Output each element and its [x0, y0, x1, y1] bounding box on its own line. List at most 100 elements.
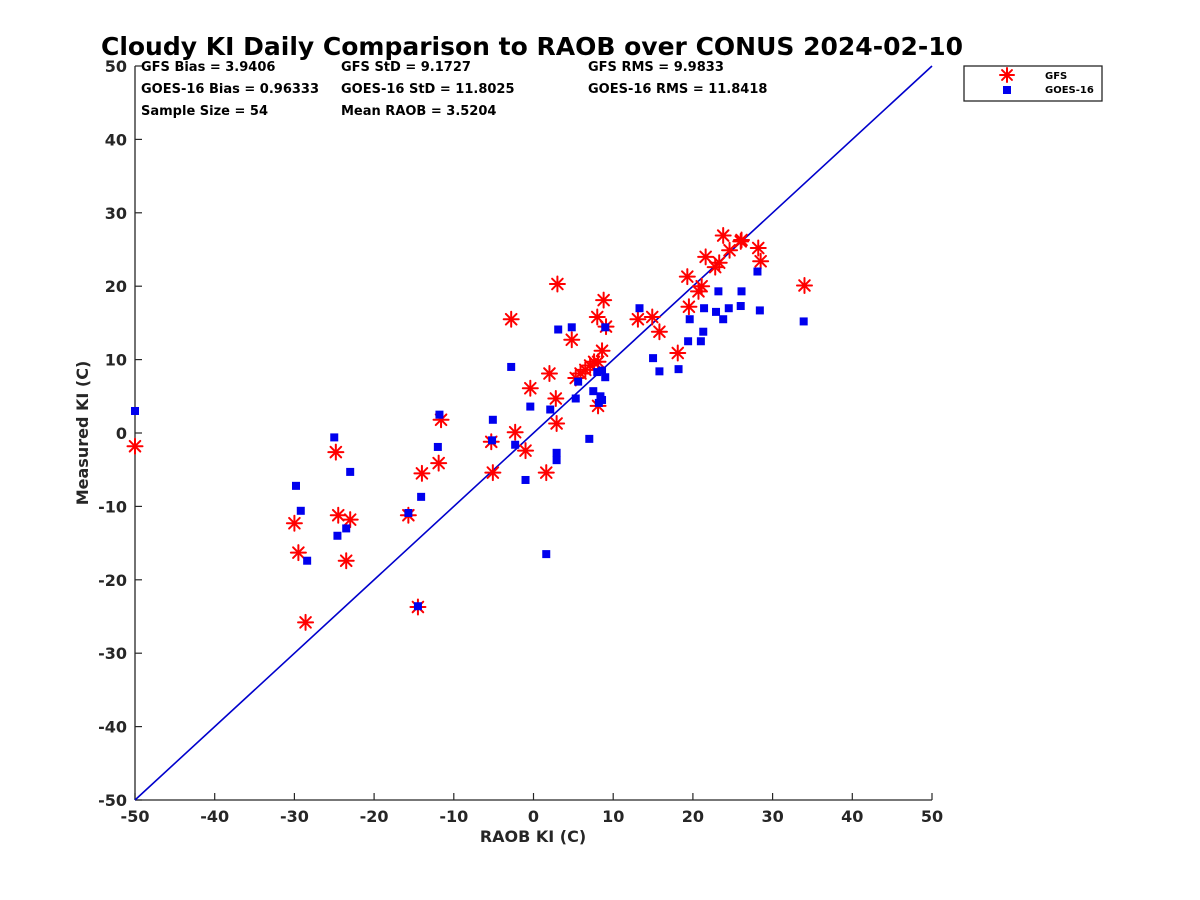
- stat-gfs-std: GFS StD = 9.1727: [341, 60, 471, 75]
- goes16-point: [552, 448, 561, 457]
- gfs-point: [548, 414, 566, 432]
- y-tick-label: 30: [105, 204, 127, 223]
- goes16-point: [724, 304, 733, 313]
- gfs-point: [537, 464, 555, 482]
- gfs-point: [548, 275, 566, 293]
- gfs-point: [710, 254, 728, 272]
- x-tick-label: 40: [841, 807, 863, 826]
- gfs-point: [749, 239, 767, 257]
- gfs-point: [430, 454, 448, 472]
- gfs-point: [502, 310, 520, 328]
- goes16-point: [303, 556, 312, 565]
- gfs-point: [484, 464, 502, 482]
- goes16-point: [404, 509, 413, 518]
- y-tick-label: 50: [105, 57, 127, 76]
- gfs-point: [506, 423, 524, 441]
- goes16-point: [674, 365, 683, 374]
- goes16-point: [342, 524, 351, 533]
- gfs-point: [721, 241, 739, 259]
- goes16-point: [736, 302, 745, 311]
- goes16-point: [507, 362, 516, 371]
- goes16-point: [417, 492, 426, 501]
- legend-gfs-label: GFS: [1045, 71, 1067, 82]
- goes16-point: [714, 287, 723, 296]
- legend-box: [963, 65, 1103, 102]
- y-tick-label: -50: [98, 791, 127, 810]
- gfs-point: [693, 277, 711, 295]
- x-tick-label: 50: [921, 807, 943, 826]
- goes16-point: [571, 394, 580, 403]
- goes16-point: [585, 434, 594, 443]
- goes16-point: [291, 481, 300, 490]
- gfs-point: [413, 464, 431, 482]
- y-tick-label: 0: [116, 424, 127, 443]
- goes16-point: [488, 415, 497, 424]
- x-tick-label: -10: [439, 807, 468, 826]
- legend-gfs-marker: [999, 67, 1015, 83]
- stat-goes-rms: GOES-16 RMS = 11.8418: [588, 82, 767, 97]
- stat-sample-size: Sample Size = 54: [141, 104, 268, 119]
- goes16-point: [330, 433, 339, 442]
- gfs-point: [540, 365, 558, 383]
- goes16-point: [589, 387, 598, 396]
- goes16-point: [521, 475, 530, 484]
- y-tick-label: 10: [105, 351, 127, 370]
- goes16-point: [696, 337, 705, 346]
- x-tick-label: -20: [360, 807, 389, 826]
- y-tick-label: 20: [105, 277, 127, 296]
- x-axis-label: RAOB KI (C): [480, 827, 586, 846]
- gfs-point: [521, 379, 539, 397]
- goes16-point: [433, 442, 442, 451]
- legend-goes16-label: GOES-16: [1045, 85, 1094, 96]
- y-tick-label: 40: [105, 130, 127, 149]
- goes16-point: [649, 354, 658, 363]
- goes16-point: [511, 440, 520, 449]
- gfs-point: [714, 227, 732, 245]
- y-tick-label: -30: [98, 644, 127, 663]
- goes16-point: [346, 467, 355, 476]
- gfs-point: [669, 344, 687, 362]
- goes16-point: [598, 366, 607, 375]
- y-tick-label: -20: [98, 571, 127, 590]
- goes16-point: [131, 406, 139, 415]
- goes16-point: [601, 323, 610, 332]
- goes16-point: [712, 307, 721, 316]
- gfs-point: [289, 544, 307, 562]
- goes16-point: [601, 373, 610, 382]
- goes16-point: [333, 531, 342, 540]
- legend: GFS GOES-16: [963, 65, 1103, 102]
- goes16-series: [131, 267, 808, 611]
- legend-goes16-marker: [1003, 86, 1011, 94]
- goes16-point: [699, 327, 708, 336]
- gfs-point: [297, 613, 315, 631]
- gfs-point: [285, 514, 303, 532]
- gfs-point: [517, 442, 535, 460]
- gfs-point: [629, 310, 647, 328]
- x-tick-label: 20: [682, 807, 704, 826]
- stat-goes-bias: GOES-16 Bias = 0.96333: [141, 82, 319, 97]
- goes16-point: [435, 410, 444, 419]
- one-to-one-line: [134, 65, 933, 801]
- gfs-point: [732, 232, 750, 250]
- y-tick-label: -40: [98, 718, 127, 737]
- gfs-point: [680, 298, 698, 316]
- ticks-group: -50 -40 -30 -20 -10 0 10 20 30 40 50 -50 -40 -30 -20 -1…: [98, 57, 943, 826]
- goes16-point: [593, 368, 602, 377]
- goes16-point: [574, 377, 583, 386]
- goes16-point: [799, 317, 808, 326]
- y-axis-label: Measured KI (C): [73, 361, 92, 506]
- chart-title: Cloudy KI Daily Comparison to RAOB over …: [101, 32, 963, 61]
- stats-block: GFS Bias = 3.9406 GFS StD = 9.1727 GFS R…: [141, 60, 767, 119]
- gfs-point: [126, 437, 144, 455]
- gfs-point: [678, 268, 696, 286]
- goes16-point: [753, 267, 762, 276]
- gfs-point: [329, 506, 347, 524]
- gfs-point: [795, 276, 813, 294]
- y-tick-label: -10: [98, 497, 127, 516]
- x-tick-label: -40: [200, 807, 229, 826]
- gfs-point: [337, 552, 355, 570]
- goes16-point: [684, 337, 693, 346]
- gfs-point: [547, 390, 565, 408]
